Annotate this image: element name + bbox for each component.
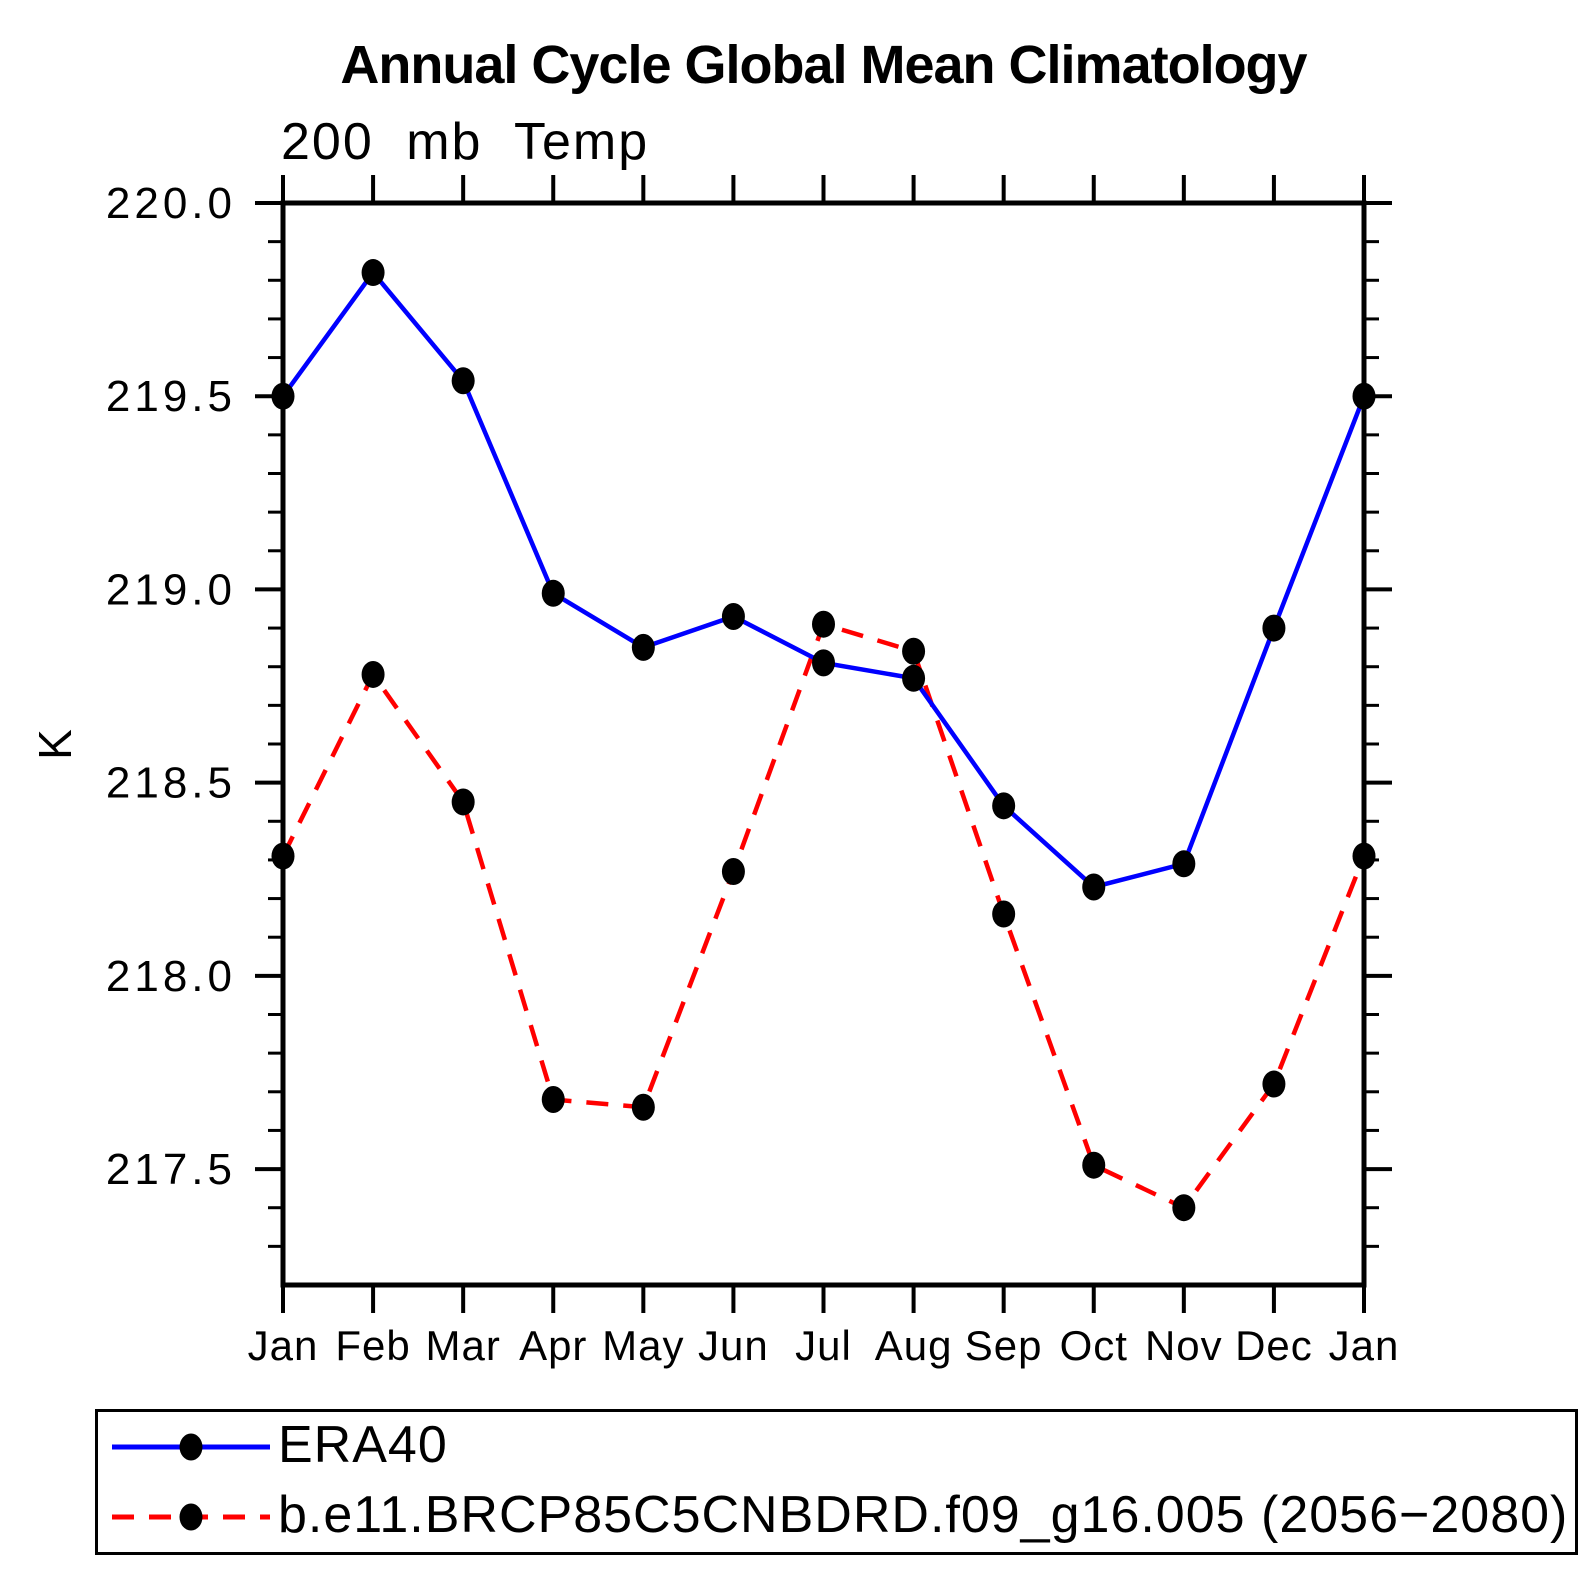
series-line-model	[280, 621, 1367, 1211]
data-point-marker-model	[1082, 1151, 1106, 1179]
data-point-marker-model	[1262, 1070, 1286, 1098]
legend-entry-era40: ERA40	[98, 1412, 1575, 1482]
legend-entry-model: b.e11.BRCP85C5CNBDRD.f09_g16.005 (2056−2…	[98, 1482, 1575, 1552]
data-point-marker-era40	[451, 367, 475, 395]
y-tick-label: 219.5	[106, 372, 236, 421]
data-point-marker-era40	[631, 633, 655, 661]
data-point-marker-era40	[541, 579, 565, 607]
data-point-marker-model	[902, 637, 926, 665]
data-point-marker-model	[541, 1086, 565, 1114]
data-point-marker-era40	[1262, 614, 1286, 642]
chart-subtitle: 200 mb Temp	[281, 113, 650, 171]
data-point-marker-model	[992, 900, 1016, 928]
chart-title: Annual Cycle Global Mean Climatology	[340, 35, 1307, 95]
legend-line-sample-solid	[112, 1433, 270, 1461]
data-point-marker-era40	[1082, 873, 1106, 901]
y-tick-label: 217.5	[106, 1145, 236, 1194]
x-tick-label: Feb	[335, 1322, 410, 1369]
data-point-marker-model	[1172, 1194, 1196, 1222]
legend-box: ERA40 b.e11.BRCP85C5CNBDRD.f09_g16.005 (…	[95, 1409, 1578, 1555]
data-point-marker-model	[721, 858, 745, 886]
data-point-marker-era40	[361, 259, 385, 287]
data-point-marker-era40	[1172, 850, 1196, 878]
x-tick-label: Sep	[965, 1322, 1043, 1369]
data-point-marker-model	[271, 842, 295, 870]
x-tick-label: Nov	[1145, 1322, 1223, 1369]
data-point-marker-model	[451, 788, 475, 816]
x-tick-label: Oct	[1060, 1322, 1128, 1369]
legend-label-model: b.e11.BRCP85C5CNBDRD.f09_g16.005 (2056−2…	[278, 1486, 1569, 1544]
data-point-marker-era40	[812, 649, 835, 677]
x-tick-label: Mar	[425, 1322, 500, 1369]
x-tick-label: Jul	[795, 1322, 852, 1369]
x-tick-label: Jan	[248, 1322, 319, 1369]
x-tick-label: May	[602, 1322, 684, 1369]
y-tick-label: 218.5	[106, 759, 236, 808]
data-point-marker-model	[361, 660, 385, 688]
x-tick-label: Aug	[875, 1322, 953, 1369]
data-point-marker-model	[1352, 842, 1376, 870]
x-tick-label: Jan	[1329, 1322, 1400, 1369]
y-tick-label: 220.0	[106, 179, 236, 228]
x-tick-label: Apr	[519, 1322, 587, 1369]
x-tick-label: Jun	[698, 1322, 769, 1369]
data-point-marker-era40	[992, 792, 1016, 820]
data-point-marker-era40	[902, 664, 926, 692]
data-point-marker-era40	[721, 602, 745, 630]
series-line-era40	[281, 268, 1367, 890]
data-point-marker-model	[631, 1093, 655, 1121]
data-point-marker-model	[812, 610, 835, 638]
x-tick-label: Dec	[1235, 1322, 1313, 1369]
data-point-marker-era40	[1352, 382, 1376, 410]
legend-label-era40: ERA40	[278, 1416, 448, 1474]
plot-frame	[280, 200, 1367, 1288]
legend-line-sample-dashed	[112, 1503, 270, 1531]
y-tick-label: 219.0	[106, 565, 236, 614]
y-tick-label: 218.0	[106, 952, 236, 1001]
data-point-marker-era40	[271, 382, 295, 410]
